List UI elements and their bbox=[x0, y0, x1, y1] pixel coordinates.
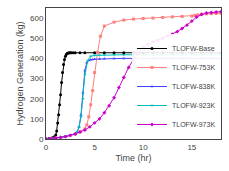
svg-text:300: 300 bbox=[30, 74, 44, 83]
svg-text:TLOFW-753K: TLOFW-753K bbox=[172, 64, 215, 71]
svg-text:400: 400 bbox=[30, 54, 44, 63]
svg-text:100: 100 bbox=[30, 115, 44, 124]
svg-text:TLOFW-923K: TLOFW-923K bbox=[172, 102, 215, 109]
svg-text:0: 0 bbox=[39, 135, 44, 144]
svg-text:TLOFW-973K: TLOFW-973K bbox=[172, 121, 215, 128]
svg-text:15: 15 bbox=[187, 143, 196, 152]
svg-text:0: 0 bbox=[44, 143, 49, 152]
svg-text:5: 5 bbox=[92, 143, 97, 152]
svg-text:Hydrogen Generation (kg): Hydrogen Generation (kg) bbox=[15, 21, 25, 125]
svg-text:600: 600 bbox=[30, 14, 44, 23]
svg-text:Time (hr): Time (hr) bbox=[115, 153, 151, 163]
svg-text:TLOFW-Base: TLOFW-Base bbox=[172, 45, 215, 52]
svg-text:200: 200 bbox=[30, 94, 44, 103]
svg-text:10: 10 bbox=[139, 143, 148, 152]
svg-text:TLOFW-838K: TLOFW-838K bbox=[172, 83, 215, 90]
svg-text:500: 500 bbox=[30, 34, 44, 43]
